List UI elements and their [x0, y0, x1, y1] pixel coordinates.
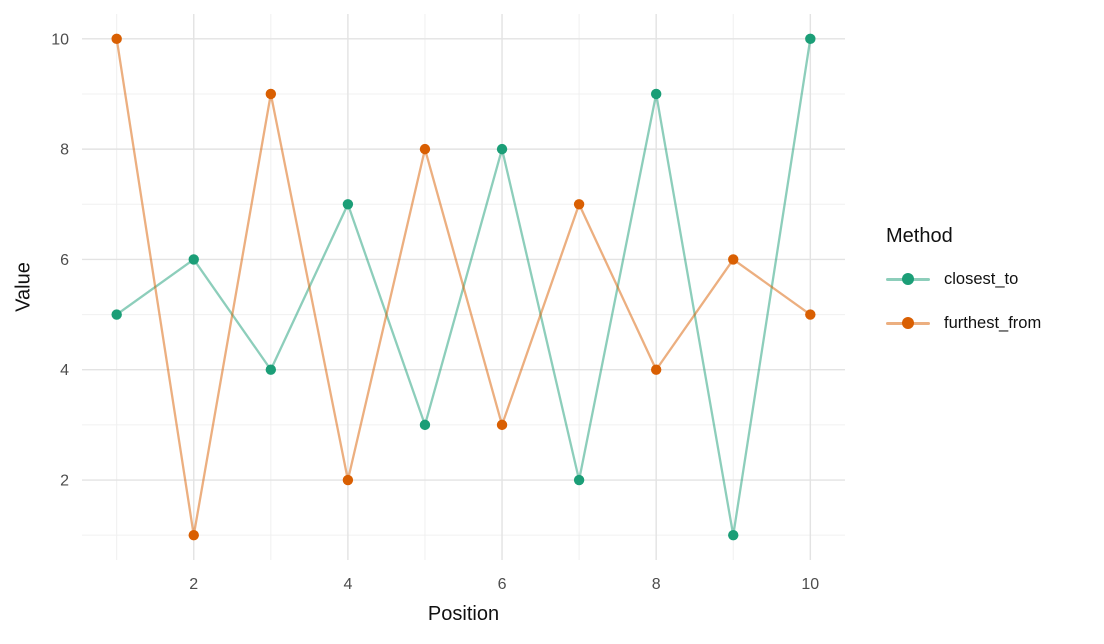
data-point-furthest_from	[573, 199, 585, 210]
data-point-closest_to	[111, 309, 122, 320]
y-tick-label: 8	[60, 142, 69, 159]
data-point-closest_to	[419, 419, 431, 431]
y-tick-label: 2	[60, 473, 69, 490]
series-line-furthest_from	[115, 37, 812, 537]
data-point-furthest_from	[805, 309, 816, 320]
data-point-furthest_from	[342, 474, 354, 486]
x-tick-label: 6	[498, 576, 507, 593]
y-tick-label: 6	[60, 252, 69, 269]
data-point-closest_to	[188, 254, 199, 265]
legend-key-line-dot-icon	[886, 272, 930, 286]
legend: Method closest_to furthest_from	[886, 222, 1041, 338]
legend-item-furthest-from: furthest_from	[886, 308, 1041, 338]
data-point-furthest_from	[419, 143, 431, 155]
data-point-closest_to	[650, 88, 662, 100]
data-point-closest_to	[728, 529, 739, 541]
data-point-closest_to	[496, 143, 508, 155]
data-point-closest_to	[265, 364, 277, 375]
legend-item-label: closest_to	[944, 269, 1019, 288]
x-axis-title: Position	[427, 603, 500, 625]
legend-key-dot	[902, 273, 914, 285]
legend-key-dot	[902, 317, 914, 329]
data-point-furthest_from	[188, 529, 199, 541]
data-point-closest_to	[342, 199, 354, 210]
data-point-furthest_from	[496, 419, 508, 431]
data-point-furthest_from	[265, 88, 277, 100]
legend-key-line-dot-icon	[886, 316, 930, 330]
data-point-closest_to	[573, 474, 585, 486]
y-tick-label: 4	[60, 362, 69, 379]
y-axis-title: Value	[12, 262, 35, 312]
data-point-closest_to	[805, 33, 816, 45]
data-point-furthest_from	[650, 364, 662, 375]
data-point-furthest_from	[111, 33, 122, 45]
data-point-furthest_from	[728, 254, 739, 265]
x-tick-label: 10	[801, 576, 819, 593]
legend-item-closest-to: closest_to	[886, 264, 1041, 294]
legend-item-label: furthest_from	[944, 313, 1042, 332]
legend-title: Method	[886, 225, 953, 247]
x-tick-label: 8	[652, 576, 661, 593]
x-tick-label: 4	[343, 576, 352, 593]
y-tick-label: 10	[51, 31, 69, 48]
x-tick-label: 2	[189, 576, 198, 593]
